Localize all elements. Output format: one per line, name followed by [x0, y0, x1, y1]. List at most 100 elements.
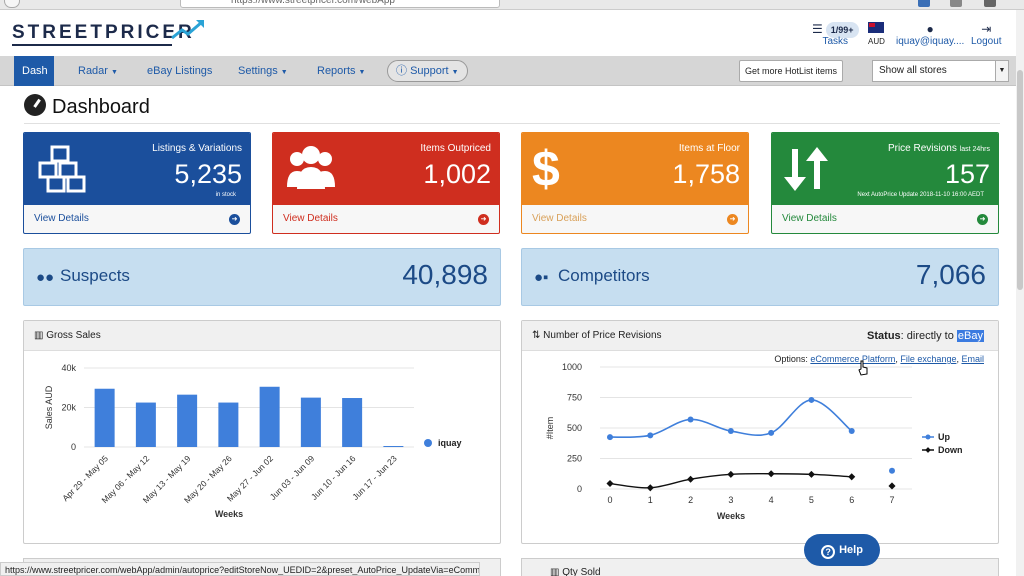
x-tick-label: 3 [728, 495, 733, 505]
address-bar[interactable]: https://www.streetpricer.com/webApp [180, 0, 500, 8]
tasks-icon: ☰ 1/99+ [812, 22, 859, 38]
tasks-link[interactable]: ☰ 1/99+ Tasks [812, 22, 859, 47]
view-details-link[interactable]: View Details ➜ [522, 205, 748, 233]
legend-label: Down [938, 445, 963, 455]
suspects-summary[interactable]: ●● Suspects 40,898 [23, 248, 501, 306]
data-point [808, 396, 815, 403]
scrollbar[interactable] [1016, 10, 1024, 576]
card-body: Items Outpriced 1,002 [273, 133, 499, 205]
revisions-card: Price Revisions last 24hrs 157 Next Auto… [771, 132, 999, 234]
user-lock-icon: ●▪ [534, 269, 549, 286]
bar [300, 397, 321, 447]
nav-reports-label: Reports [317, 65, 356, 77]
competitors-summary[interactable]: ●▪ Competitors 7,066 [521, 248, 999, 306]
user-link[interactable]: ● iquay@iquay.... [896, 22, 964, 47]
hotlist-button[interactable]: Get more HotList items [739, 60, 843, 82]
x-axis-label: Weeks [717, 511, 745, 521]
data-point [889, 467, 895, 474]
qty-sold-panel: ▥ Qty Sold [521, 558, 999, 576]
view-details-link[interactable]: View Details ➜ [24, 205, 250, 233]
x-tick-label: Jun 17 - Jun 23 [350, 453, 399, 502]
view-details-label: View Details [532, 213, 587, 224]
legend-marker [925, 447, 931, 453]
caret-down-icon: ▼ [280, 69, 288, 76]
menu-icon[interactable] [984, 0, 996, 7]
data-point [807, 470, 815, 478]
nav-radar-label: Radar [78, 65, 108, 77]
dashboard-icon [24, 94, 46, 116]
data-point [767, 470, 775, 478]
help-button[interactable]: ? Help [804, 534, 880, 566]
bar-chart-icon: ▥ [34, 330, 47, 341]
nav-ebay-listings[interactable]: eBay Listings [139, 56, 220, 86]
caret-down-icon: ▼ [110, 69, 118, 76]
currency-label: AUD [868, 37, 885, 46]
y-tick-label: 1000 [562, 362, 582, 372]
view-details-link[interactable]: View Details ➜ [273, 205, 499, 233]
x-tick-label: 2 [688, 495, 693, 505]
main-nav: Dash Radar ▼ eBay Listings Settings ▼ Repo… [0, 56, 1024, 86]
nav-reports[interactable]: Reports ▼ [309, 56, 373, 86]
forward-icon[interactable] [28, 0, 40, 8]
status-value: : directly to [900, 330, 954, 342]
sort-icon: ⇅ [532, 330, 544, 341]
back-icon[interactable] [4, 0, 20, 8]
logout-link[interactable]: ⇥ Logout [971, 22, 1002, 47]
nav-ebay-listings-label: eBay Listings [147, 65, 213, 77]
currency-link[interactable]: AUD [868, 22, 885, 47]
arrow-circle-right-icon: ➜ [977, 214, 988, 225]
email-link[interactable]: Email [961, 354, 984, 364]
tasks-label: Tasks [822, 36, 849, 47]
bar [135, 402, 156, 447]
floor-card: $ Items at Floor 1,758 View Details ➜ [521, 132, 749, 234]
bar-chart-icon: ▥ [550, 567, 563, 576]
page-title-text: Dashboard [52, 96, 150, 118]
data-point [606, 479, 614, 488]
ecommerce-platform-link[interactable]: eCommerce Platform [810, 354, 896, 364]
caret-down-icon: ▼ [358, 69, 366, 76]
data-point [727, 428, 734, 435]
card-body: Price Revisions last 24hrs 157 Next Auto… [772, 133, 998, 205]
y-tick-label: 500 [567, 423, 582, 433]
data-point [848, 428, 855, 435]
summary-label: Suspects [60, 266, 130, 285]
store-select[interactable]: Show all stores ▼ [872, 60, 1009, 82]
card-body: Listings & Variations 5,235 in stock [24, 133, 250, 205]
library-icon[interactable] [950, 0, 962, 7]
logo[interactable]: STREETPRICER [12, 22, 195, 43]
dollar-icon: $ [532, 141, 560, 197]
y-tick-label: 250 [567, 454, 582, 464]
support-label: Support [410, 65, 449, 77]
bar [177, 394, 198, 447]
panel-title: Number of Price Revisions [543, 330, 662, 341]
question-circle-icon: ⓘ [396, 65, 411, 77]
legend-marker [925, 434, 931, 440]
status-label: Status [867, 330, 901, 342]
hand-cursor-icon [858, 360, 868, 376]
options-label: Options: [774, 354, 808, 364]
file-exchange-link[interactable]: File exchange [900, 354, 957, 364]
data-point [848, 473, 856, 481]
users-icon: ●● [36, 269, 55, 286]
view-details-link[interactable]: View Details ➜ [772, 205, 998, 233]
data-point [687, 475, 695, 483]
listings-card: Listings & Variations 5,235 in stock Vie… [23, 132, 251, 234]
support-button[interactable]: ⓘ Support ▼ [387, 60, 468, 82]
panel-title: Gross Sales [46, 330, 101, 341]
panel-title: Qty Sold [562, 567, 601, 576]
price-revisions-panel: ⇅ Number of Price Revisions Status: dire… [521, 320, 999, 544]
download-icon[interactable] [918, 0, 930, 7]
question-icon: ? [821, 545, 836, 559]
nav-dash[interactable]: Dash [14, 56, 54, 86]
store-select-value: Show all stores [879, 65, 947, 76]
data-point [647, 432, 654, 439]
caret-down-icon: ▼ [451, 69, 459, 76]
nav-settings[interactable]: Settings ▼ [230, 56, 296, 86]
y-tick-label: 20k [61, 403, 76, 413]
data-point [646, 484, 654, 492]
price-revisions-chart: 0 250 500 750 1000 #Item 0 1 2 3 4 5 6 7 Weeks Up Down [545, 362, 963, 521]
cubes-icon [38, 145, 86, 193]
divider [24, 123, 1000, 124]
nav-radar[interactable]: Radar ▼ [70, 56, 126, 86]
card-value: 5,235 [174, 159, 242, 189]
